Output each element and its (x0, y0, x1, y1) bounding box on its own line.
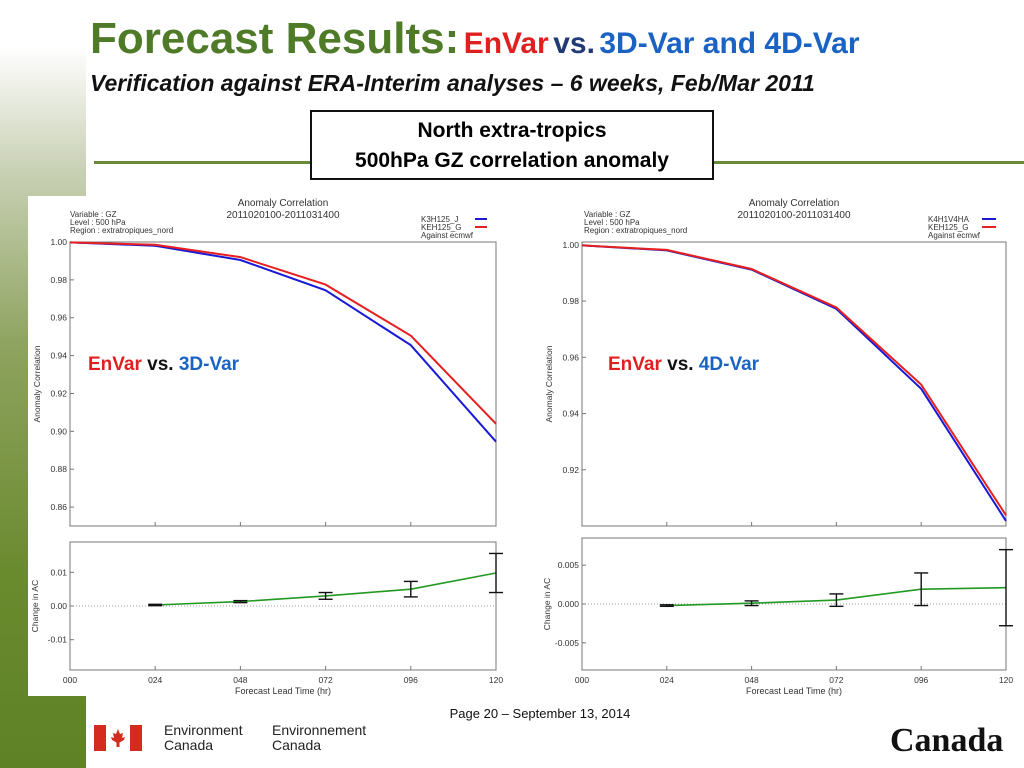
diff-y-tick-label: 0.000 (558, 599, 580, 609)
y-tick-label: 0.88 (50, 464, 67, 474)
y-axis-label: Anomaly Correlation (32, 345, 42, 422)
legend-label: KEH125_G (928, 223, 968, 232)
diff-y-tick-label: 0.01 (50, 567, 67, 577)
x-axis-label: Forecast Lead Time (hr) (746, 686, 842, 696)
logo-en-line2: Canada (164, 737, 214, 753)
chart-panel-right: Anomaly Correlation 2011020100-2011031400… (530, 196, 1024, 696)
legend-label: K4H1V4HA (928, 215, 970, 224)
y-tick-label: 0.94 (50, 351, 67, 361)
overlay-right-vs: vs. (667, 354, 694, 375)
x-tick-label: 096 (404, 675, 418, 685)
region-line2: 500hPa GZ correlation anomaly (355, 149, 669, 172)
title-envar: EnVar (463, 27, 549, 60)
x-tick-label: 096 (914, 675, 928, 685)
x-tick-label: 024 (148, 675, 162, 685)
x-tick-label: 072 (319, 675, 333, 685)
y-tick-label: 1.00 (562, 240, 579, 250)
overlay-right-4dvar: 4D-Var (698, 354, 760, 375)
y-tick-label: 0.90 (50, 426, 67, 436)
diff-y-tick-label: -0.005 (555, 638, 579, 648)
y-tick-label: 0.86 (50, 502, 67, 512)
region-line1: North extra-tropics (417, 119, 607, 142)
diff-y-tick-label: 0.005 (558, 560, 580, 570)
x-tick-label: 120 (489, 675, 503, 685)
overlay-left-3dvar: 3D-Var (178, 354, 240, 375)
chart-svg-0: Anomaly Correlation2011020100-2011031400… (30, 198, 503, 696)
logo-fr-line2: Canada (272, 737, 322, 753)
page-footer: Page 20 – September 13, 2014 (449, 706, 631, 721)
x-axis-label: Forecast Lead Time (hr) (235, 686, 331, 696)
chart-period: 2011020100-2011031400 (737, 210, 851, 221)
y-tick-label: 0.98 (50, 275, 67, 285)
y-tick-label: 0.94 (562, 409, 579, 419)
chart-info-line: Variable : GZ (70, 210, 117, 219)
diff-y-tick-label: 0.00 (50, 601, 67, 611)
logo-en-line1: Environment (164, 722, 243, 738)
canada-flag-icon (94, 725, 142, 751)
y-tick-label: 0.98 (562, 296, 579, 306)
legend-label: Against ecmwf (928, 231, 981, 240)
x-tick-label: 024 (660, 675, 674, 685)
chart-info-line: Level : 500 hPa (70, 218, 126, 227)
y-tick-label: 0.92 (50, 388, 67, 398)
x-tick-label: 120 (999, 675, 1013, 685)
x-tick-label: 048 (745, 675, 759, 685)
chart-info-line: Region : extratropiques_nord (70, 226, 173, 235)
title-vs: vs. (553, 27, 595, 60)
chart-title: Anomaly Correlation (238, 198, 329, 209)
overlay-left-vs: vs. (147, 354, 174, 375)
chart-info-line: Level : 500 hPa (584, 218, 640, 227)
legend-label: Against ecmwf (421, 231, 474, 240)
chart-info-line: Region : extratropiques_nord (584, 226, 687, 235)
logo-fr-line1: Environnement (272, 722, 367, 738)
chart-info-line: Variable : GZ (584, 210, 631, 219)
region-box: North extra-tropics 500hPa GZ correlatio… (310, 110, 714, 180)
slide-title: Forecast Results: EnVar vs. 3D-Var and 4… (90, 14, 860, 64)
main-plot-frame (69, 241, 497, 527)
title-rest: 3D-Var and 4D-Var (599, 27, 860, 60)
divider-left (94, 161, 310, 164)
diff-y-tick-label: -0.01 (48, 635, 68, 645)
legend-label: K3H125_J (421, 215, 458, 224)
chart-period: 2011020100-2011031400 (226, 210, 340, 221)
y-tick-label: 1.00 (50, 237, 67, 247)
x-tick-label: 000 (63, 675, 77, 685)
overlay-label-right: EnVar vs. 4D-Var (608, 354, 759, 376)
x-tick-label: 000 (575, 675, 589, 685)
legend-label: KEH125_G (421, 223, 461, 232)
y-tick-label: 0.92 (562, 465, 579, 475)
canada-wordmark: Canada (890, 722, 1004, 759)
y-axis-label: Anomaly Correlation (544, 345, 554, 422)
overlay-label-left: EnVar vs. 3D-Var (88, 354, 239, 376)
x-tick-label: 048 (233, 675, 247, 685)
main-plot-frame (581, 241, 1007, 527)
series-line-1 (581, 244, 1007, 516)
divider-right (714, 161, 1024, 164)
series-line-0 (69, 241, 497, 443)
title-main: Forecast Results: (90, 14, 460, 63)
chart-panel-left: Anomaly Correlation 2011020100-2011031400… (28, 196, 506, 696)
series-line-0 (581, 244, 1007, 522)
diff-y-axis-label: Change in AC (542, 578, 552, 630)
chart-title: Anomaly Correlation (749, 198, 840, 209)
y-tick-label: 0.96 (50, 313, 67, 323)
overlay-left-envar: EnVar (88, 354, 142, 375)
chart-svg-1: Anomaly Correlation2011020100-2011031400… (542, 198, 1013, 696)
y-tick-label: 0.96 (562, 352, 579, 362)
diff-y-axis-label: Change in AC (30, 580, 40, 632)
series-line-1 (69, 241, 497, 425)
overlay-right-envar: EnVar (608, 354, 662, 375)
diff-line (155, 572, 497, 606)
x-tick-label: 072 (829, 675, 843, 685)
slide-subtitle: Verification against ERA-Interim analyse… (90, 70, 815, 96)
